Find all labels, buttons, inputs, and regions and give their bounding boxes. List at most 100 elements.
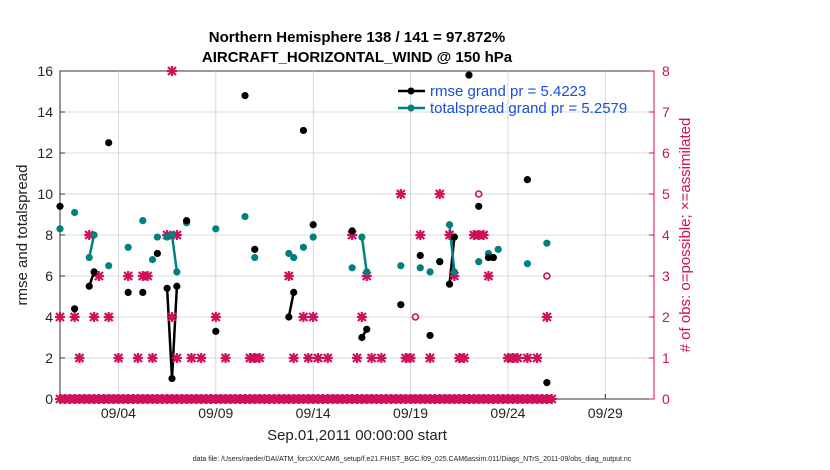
obs-assimilated-point — [186, 353, 197, 363]
obs-possible-point — [543, 272, 551, 280]
chart-title-line1: Northern Hemisphere 138 / 141 = 97.872% — [209, 29, 505, 46]
y-left-tick-label: 4 — [45, 309, 53, 325]
obs-assimilated-point — [532, 353, 543, 363]
obs-assimilated-point — [142, 271, 153, 281]
rmse-point — [299, 126, 308, 135]
y-left-tick-label: 14 — [37, 104, 53, 120]
y-right-tick-label: 7 — [662, 104, 670, 120]
spread-point — [348, 264, 356, 272]
obs-assimilated-point — [283, 271, 294, 281]
spread-point — [212, 225, 220, 233]
spread-point — [85, 253, 93, 262]
x-tick-label: 09/29 — [588, 405, 623, 421]
rmse-point — [290, 288, 298, 296]
legend: rmse grand pr = 5.4223 totalspread grand… — [398, 83, 627, 117]
rmse-point — [163, 284, 171, 292]
obs-assimilated-point — [313, 353, 324, 363]
rmse-point — [105, 139, 113, 147]
spread-point — [523, 260, 532, 268]
rmse-point — [139, 288, 147, 296]
rmse-point — [285, 313, 293, 321]
obs-assimilated-point — [459, 353, 470, 363]
obs-assimilated-point — [376, 353, 387, 363]
rmse-point — [182, 217, 191, 225]
obs-assimilated-point — [415, 230, 426, 240]
legend-rmse-label: rmse grand pr = 5.4223 — [430, 83, 586, 100]
obs-assimilated-point — [55, 312, 65, 322]
y-right-tick-label: 0 — [662, 391, 670, 407]
obs-assimilated-point — [522, 353, 533, 363]
y-axis-left-label: rmse and totalspread — [14, 165, 31, 306]
obs-assimilated-point — [74, 353, 85, 363]
spread-point — [90, 231, 98, 239]
obs-assimilated-point — [171, 353, 182, 363]
spread-point — [494, 245, 502, 253]
spread-point — [363, 268, 371, 276]
spread-point — [543, 239, 551, 247]
rmse-point — [475, 202, 483, 210]
rmse-point — [212, 327, 220, 335]
y-left-tick-label: 2 — [45, 350, 53, 366]
obs-assimilated-point — [352, 353, 362, 363]
spread-point — [358, 233, 366, 241]
y-right-tick-label: 1 — [662, 350, 670, 366]
rmse-point — [71, 305, 79, 313]
obs-assimilated-point — [220, 353, 231, 363]
obs-assimilated-point — [210, 312, 221, 322]
y-left-tick-label: 10 — [37, 186, 53, 202]
y-left-tick-label: 0 — [45, 391, 53, 407]
rmse-point — [450, 233, 458, 241]
series-marks — [55, 66, 557, 404]
rmse-point — [85, 282, 93, 290]
obs-assimilated-point — [405, 353, 416, 363]
obs-assimilated-point — [308, 312, 319, 322]
spread-point — [173, 268, 181, 276]
y-right-tick-label: 4 — [662, 227, 670, 243]
rmse-point — [90, 268, 98, 276]
spread-point — [445, 221, 454, 229]
rmse-point — [173, 282, 181, 290]
y-right-tick-label: 3 — [662, 268, 670, 284]
spread-point — [241, 212, 249, 221]
obs-assimilated-point — [512, 353, 523, 363]
obs-assimilated-point — [541, 312, 552, 322]
legend-spread-label: totalspread grand pr = 5.2579 — [430, 100, 627, 117]
spread-point — [299, 243, 308, 251]
chart-title-line2: AIRCRAFT_HORIZONTAL_WIND @ 150 hPa — [202, 49, 513, 66]
obs-possible-point — [411, 313, 420, 321]
spread-line-segment — [360, 236, 368, 273]
legend-rmse-marker — [407, 87, 415, 95]
obs-assimilated-point — [196, 353, 207, 363]
obs-assimilated-point — [478, 230, 489, 240]
rmse-point — [124, 288, 132, 296]
rmse-point — [348, 227, 356, 235]
rmse-point — [416, 251, 424, 260]
footer-data-file: data file: /Users/raeder/DAI/ATM_forcXX/… — [193, 456, 632, 463]
spread-point — [426, 268, 434, 276]
spread-point — [450, 268, 458, 276]
obs-assimilated-point — [483, 271, 494, 281]
obs-assimilated-point — [166, 66, 177, 76]
obs-assimilated-point — [132, 353, 143, 363]
rmse-point — [397, 301, 405, 309]
spread-point — [309, 233, 317, 241]
x-axis-label: Sep.01,2011 00:00:00 start — [267, 427, 448, 444]
spread-point — [71, 208, 79, 217]
obs-assimilated-point — [356, 312, 367, 322]
obs-assimilated-point — [254, 353, 265, 363]
rmse-point — [241, 92, 249, 100]
obs-assimilated-point — [113, 353, 124, 363]
y-right-tick-label: 2 — [662, 309, 670, 325]
y-left-tick-label: 8 — [45, 227, 53, 243]
spread-point — [475, 258, 483, 266]
obs-assimilated-point — [366, 353, 377, 363]
spread-point — [290, 253, 298, 262]
rmse-point — [543, 379, 551, 387]
obs-assimilated-point — [425, 353, 436, 363]
x-tick-label: 09/04 — [101, 405, 136, 421]
spread-point — [105, 262, 113, 270]
y-right-tick-label: 6 — [662, 145, 670, 161]
obs-assimilated-point — [434, 189, 445, 199]
rmse-point — [168, 374, 176, 383]
